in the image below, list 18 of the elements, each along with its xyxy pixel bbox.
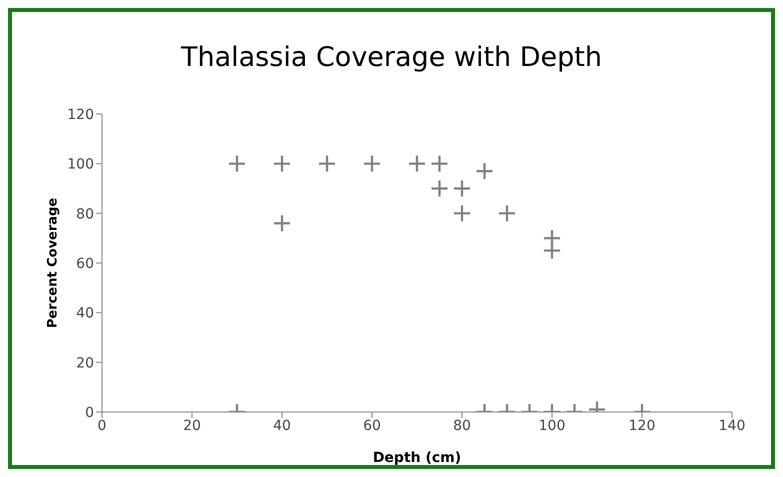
y-tick-label: 0 bbox=[85, 404, 94, 421]
x-tick-label: 120 bbox=[628, 418, 656, 434]
y-tick-label: 120 bbox=[67, 106, 94, 123]
x-tick-label: 140 bbox=[718, 418, 746, 434]
x-tick-label: 80 bbox=[453, 418, 471, 434]
x-tick-label: 60 bbox=[363, 418, 381, 434]
y-tick-label: 60 bbox=[76, 256, 94, 272]
chart-title: Thalassia Coverage with Depth bbox=[180, 42, 603, 73]
y-tick-label: 40 bbox=[76, 306, 94, 322]
x-tick-label: 40 bbox=[273, 418, 291, 434]
y-tick-label: 80 bbox=[76, 206, 94, 222]
y-tick-label: 20 bbox=[76, 355, 94, 372]
x-tick-label: 0 bbox=[98, 418, 106, 434]
y-axis-title: Percent Coverage bbox=[46, 198, 61, 328]
x-tick-label: 20 bbox=[183, 418, 201, 434]
x-axis-title: Depth (cm) bbox=[372, 450, 462, 466]
y-tick-label: 100 bbox=[67, 156, 94, 173]
x-tick-label: 100 bbox=[538, 418, 566, 434]
